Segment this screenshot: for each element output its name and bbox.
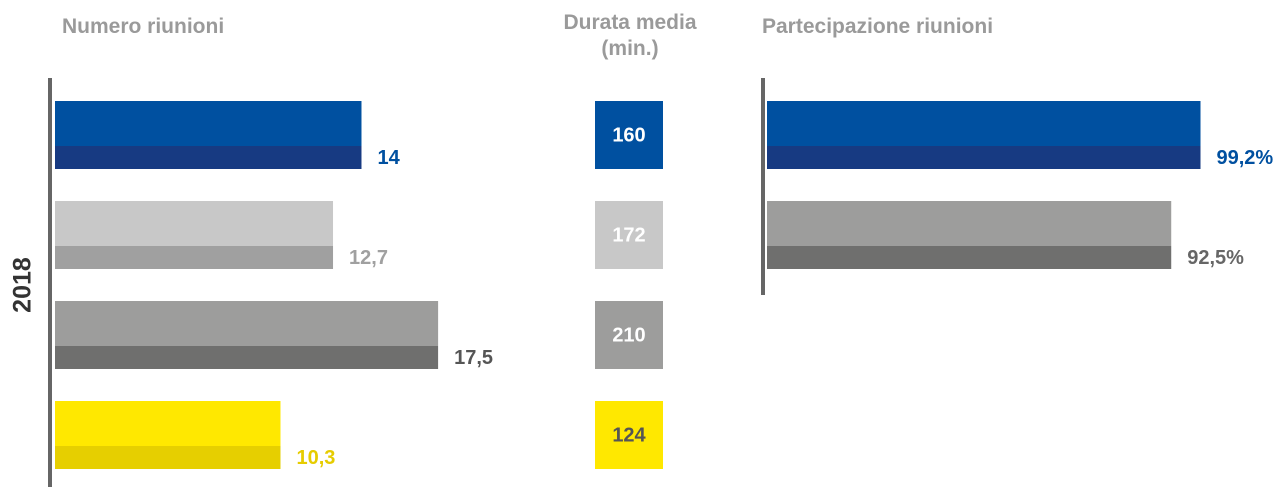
- chart-title: Durata media (min.): [563, 11, 697, 60]
- chart-title: Partecipazione riunioni: [762, 15, 994, 38]
- year-label: 2018: [9, 257, 37, 313]
- value-label: 92,5%: [1187, 247, 1244, 269]
- bar: [767, 101, 1201, 146]
- bar-base: [767, 246, 1172, 269]
- value-label: 12,7: [349, 247, 388, 269]
- bar: [55, 301, 439, 346]
- value-label: 14: [377, 147, 400, 169]
- bar-base: [767, 146, 1201, 169]
- value-label: 99,2%: [1217, 147, 1274, 169]
- tile: [595, 101, 663, 169]
- tile-value: 160: [612, 124, 645, 146]
- bar: [767, 201, 1172, 246]
- tile: [595, 401, 663, 469]
- bar-base: [55, 346, 439, 369]
- value-label: 17,5: [454, 347, 493, 369]
- bar-base: [55, 446, 281, 469]
- chart-title: Numero riunioni: [62, 15, 225, 38]
- tile-value: 172: [612, 224, 645, 246]
- tile: [595, 301, 663, 369]
- bar: [55, 101, 362, 146]
- tile-value: 210: [612, 324, 645, 346]
- bar: [55, 401, 281, 446]
- bar-base: [55, 246, 334, 269]
- tile-value: 124: [612, 424, 646, 446]
- bar: [55, 201, 334, 246]
- tile: [595, 201, 663, 269]
- bar-base: [55, 146, 362, 169]
- value-label: 10,3: [296, 447, 335, 469]
